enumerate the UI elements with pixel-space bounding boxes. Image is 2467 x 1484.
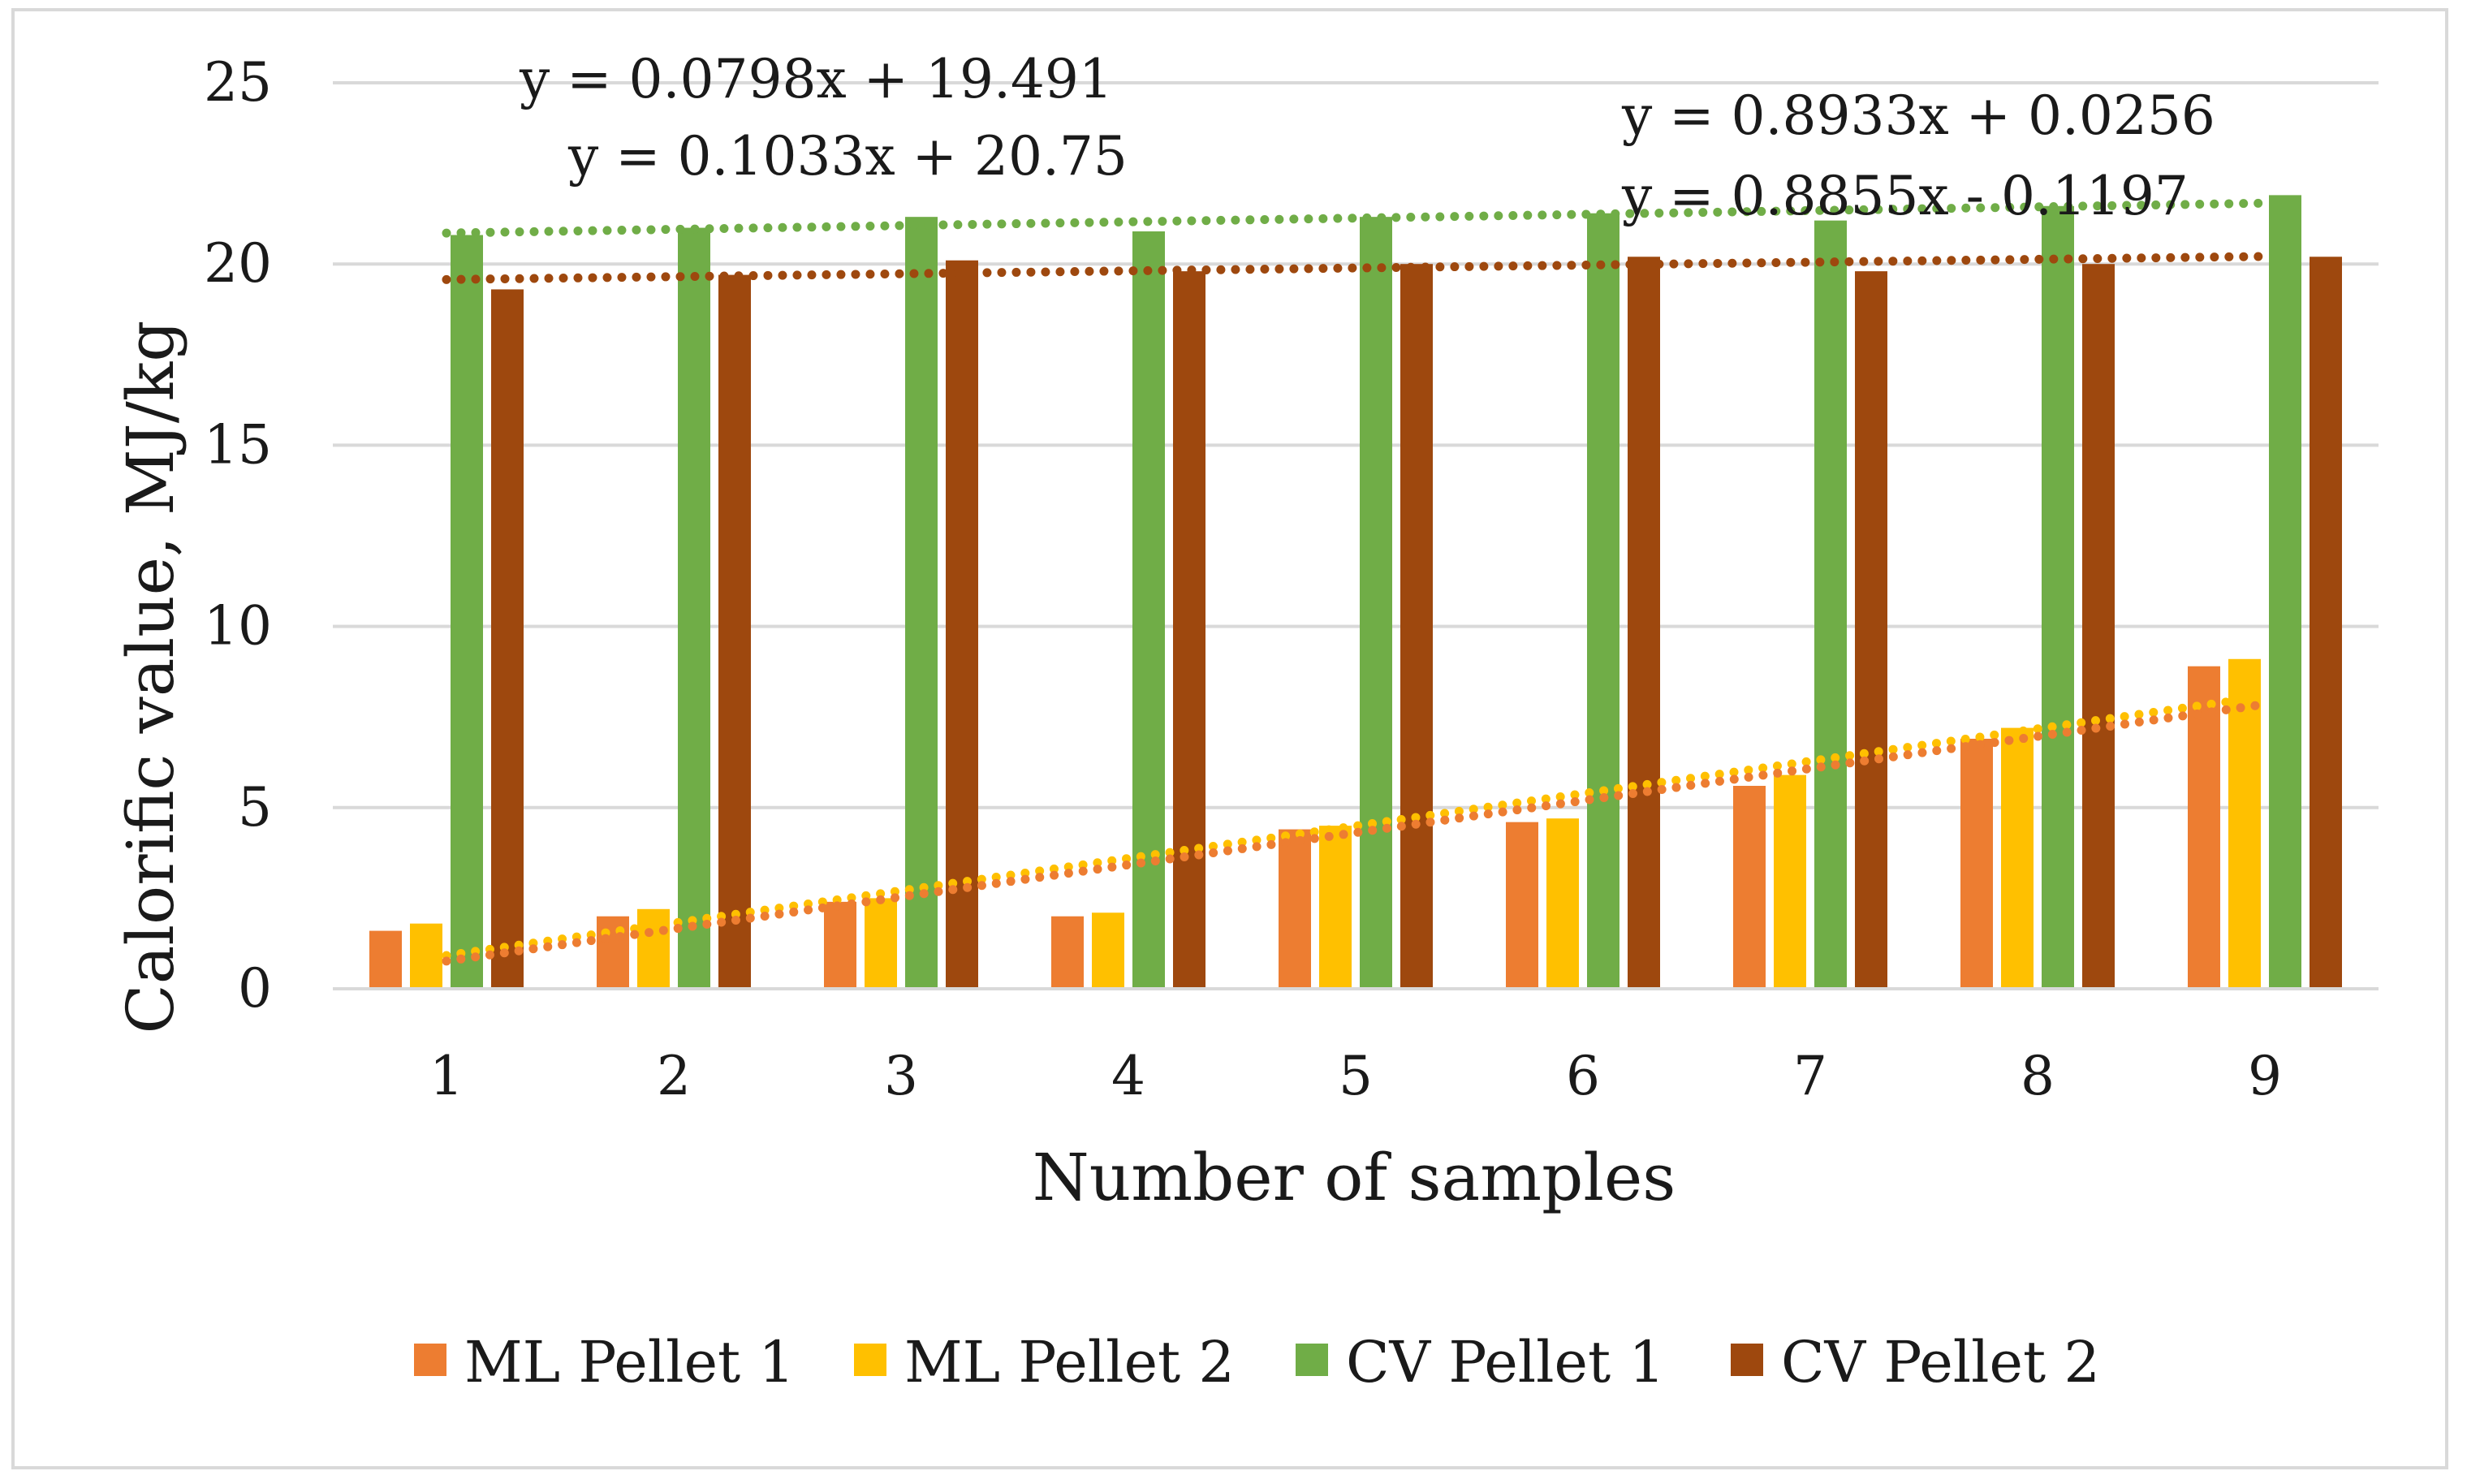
y-tick-label: 25 <box>204 51 272 114</box>
trendline-cv-pellet-2 <box>442 252 2270 284</box>
bar-ml-pellet-1-sample-8 <box>1960 738 1993 989</box>
x-tick-label: 5 <box>1339 1045 1373 1107</box>
bar-ml-pellet-2-sample-5 <box>1319 826 1352 989</box>
bar-cv-pellet-1-sample-6 <box>1587 213 1620 990</box>
bar-cv-pellet-2-sample-5 <box>1400 264 1433 989</box>
legend-swatch-ml-pellet-2 <box>854 1344 886 1376</box>
bars <box>369 195 2342 990</box>
bar-cv-pellet-2-sample-2 <box>718 274 751 989</box>
bar-cv-pellet-1-sample-1 <box>451 235 483 989</box>
x-tick-label: 4 <box>1111 1045 1145 1107</box>
y-tick-label: 20 <box>204 232 272 295</box>
bar-cv-pellet-1-sample-7 <box>1814 220 1847 990</box>
trendline-equation-cv-pellet-1: y = 0.1033x + 20.75 <box>567 125 1128 188</box>
bar-ml-pellet-2-sample-4 <box>1092 912 1124 989</box>
bar-ml-pellet-1-sample-2 <box>597 916 629 989</box>
y-tick-label: 10 <box>204 595 272 658</box>
bar-ml-pellet-1-sample-1 <box>369 930 402 989</box>
legend-swatch-cv-pellet-2 <box>1731 1344 1763 1376</box>
trendline-cv-pellet-1 <box>442 198 2270 238</box>
trendline-ml-pellet-2 <box>442 692 2270 960</box>
bar-ml-pellet-1-sample-5 <box>1279 829 1311 989</box>
y-tick-label: 15 <box>204 413 272 476</box>
y-axis-title: Calorific value, MJ/kg <box>113 321 188 1034</box>
trendline-equation-ml-pellet-2: y = 0.8933x + 0.0256 <box>1621 84 2215 147</box>
y-tick-label: 5 <box>238 776 272 839</box>
bar-cv-pellet-2-sample-9 <box>2310 257 2342 990</box>
bar-ml-pellet-2-sample-6 <box>1546 818 1579 989</box>
x-axis-title: Number of samples <box>1033 1140 1676 1215</box>
bar-cv-pellet-2-sample-4 <box>1173 271 1205 989</box>
bar-ml-pellet-1-sample-4 <box>1051 916 1084 989</box>
y-axis-tick-labels: 0 5 10 15 20 25 <box>204 51 272 1020</box>
bar-cv-pellet-1-sample-8 <box>2042 205 2074 989</box>
bar-cv-pellet-2-sample-6 <box>1628 257 1660 990</box>
bar-ml-pellet-1-sample-7 <box>1733 786 1766 989</box>
bar-cv-pellet-1-sample-4 <box>1132 231 1165 989</box>
bar-ml-pellet-1-sample-9 <box>2188 666 2220 989</box>
legend-label-cv-pellet-2: CV Pellet 2 <box>1781 1329 2100 1396</box>
bar-ml-pellet-2-sample-9 <box>2228 658 2261 989</box>
bar-cv-pellet-1-sample-9 <box>2269 195 2301 989</box>
bar-cv-pellet-2-sample-3 <box>946 260 978 990</box>
bar-cv-pellet-2-sample-1 <box>491 289 524 989</box>
x-tick-label: 1 <box>429 1045 464 1107</box>
x-tick-label: 6 <box>1566 1045 1600 1107</box>
bar-cv-pellet-1-sample-3 <box>905 217 938 990</box>
legend-swatch-cv-pellet-1 <box>1296 1344 1328 1376</box>
bar-cv-pellet-2-sample-7 <box>1855 271 1887 989</box>
legend-label-ml-pellet-2: ML Pellet 2 <box>904 1329 1235 1396</box>
chart-frame <box>11 8 2448 1469</box>
trendlines <box>442 198 2270 966</box>
bar-ml-pellet-1-sample-6 <box>1506 822 1538 989</box>
y-tick-label: 0 <box>238 957 272 1020</box>
x-tick-label: 2 <box>657 1045 691 1107</box>
bar-cv-pellet-2-sample-8 <box>2082 264 2115 989</box>
grid-lines <box>333 81 2379 809</box>
trendline-equation-cv-pellet-2: y = 0.0798x + 19.491 <box>519 48 1113 110</box>
legend-label-cv-pellet-1: CV Pellet 1 <box>1346 1329 1665 1396</box>
trendline-equation-ml-pellet-1: y = 0.8855x - 0.1197 <box>1621 165 2189 227</box>
bar-ml-pellet-1-sample-3 <box>824 901 856 989</box>
x-tick-label: 9 <box>2248 1045 2282 1107</box>
bar-ml-pellet-2-sample-8 <box>2001 727 2034 989</box>
legend-label-ml-pellet-1: ML Pellet 1 <box>464 1329 795 1396</box>
bar-cv-pellet-1-sample-5 <box>1360 217 1392 990</box>
x-axis-tick-labels: 1 2 3 4 5 6 7 8 9 <box>429 1045 2282 1107</box>
legend-swatch-ml-pellet-1 <box>414 1344 446 1376</box>
bar-ml-pellet-2-sample-3 <box>865 898 897 989</box>
x-tick-label: 8 <box>2021 1045 2055 1107</box>
bar-cv-pellet-1-sample-2 <box>678 227 710 989</box>
trendline-ml-pellet-1 <box>442 700 2270 966</box>
bar-ml-pellet-2-sample-1 <box>410 923 442 989</box>
x-tick-label: 3 <box>884 1045 918 1107</box>
legend: ML Pellet 1 ML Pellet 2 CV Pellet 1 CV P… <box>414 1329 2100 1396</box>
bar-ml-pellet-2-sample-7 <box>1774 774 1806 989</box>
x-tick-label: 7 <box>1793 1045 1827 1107</box>
